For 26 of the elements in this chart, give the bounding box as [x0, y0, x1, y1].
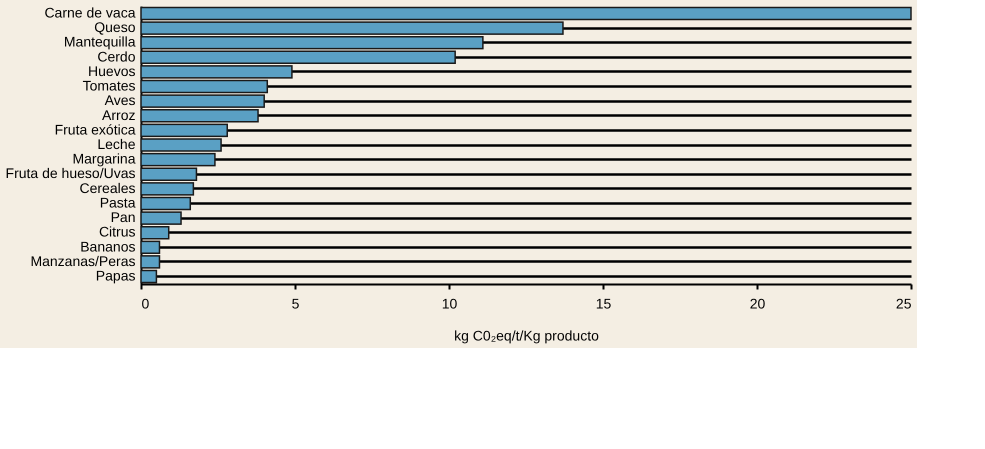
- y-tick-label: Queso: [94, 19, 136, 36]
- x-tick-label: 10: [442, 296, 458, 312]
- x-axis-title: kg C0₂eq/t/Kg producto: [454, 328, 600, 344]
- y-tick-label: Fruta de hueso/Uvas: [6, 165, 136, 182]
- x-tick-label: 5: [292, 296, 300, 312]
- y-tick-label: Manzanas/Peras: [30, 252, 136, 269]
- x-tick-label: 0: [142, 296, 150, 312]
- y-tick-label: Carne de vaca: [44, 4, 136, 20]
- y-tick-label: Huevos: [88, 62, 136, 79]
- y-tick-label: Citrus: [98, 224, 136, 240]
- y-tick-label: Cereales: [79, 180, 136, 196]
- y-tick-label: Margarina: [72, 150, 136, 167]
- y-tick-label: Cerdo: [97, 48, 136, 64]
- y-tick-label: Tomates: [82, 78, 136, 94]
- x-tick-label: 20: [750, 296, 766, 312]
- y-tick-label: Papas: [96, 268, 136, 284]
- y-tick-label: Pasta: [100, 194, 136, 210]
- y-tick-label: Leche: [97, 136, 136, 152]
- y-tick-label: Aves: [104, 92, 136, 108]
- x-tick-label: 25: [896, 296, 912, 312]
- y-tick-label: Fruta exótica: [54, 121, 136, 138]
- y-tick-label: Pan: [110, 209, 136, 226]
- y-tick-label: Bananos: [80, 238, 136, 254]
- y-tick-label: Arroz: [102, 106, 136, 123]
- y-tick-label: Mantequilla: [64, 34, 136, 50]
- x-tick-label: 15: [596, 296, 612, 312]
